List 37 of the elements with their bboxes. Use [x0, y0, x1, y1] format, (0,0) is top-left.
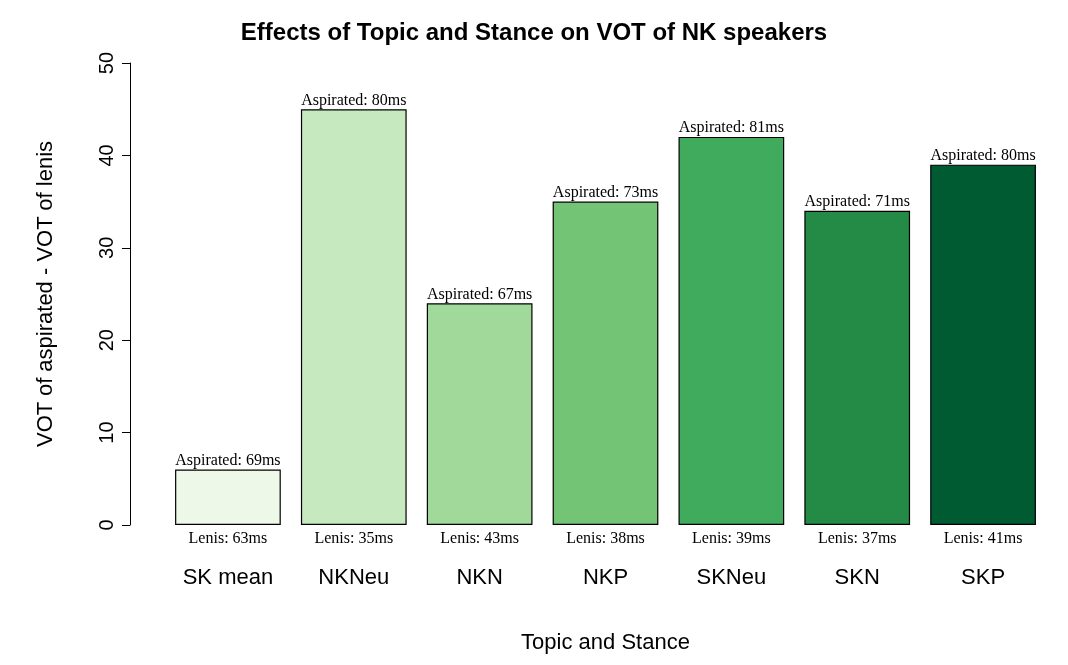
annotation: Aspirated: 69ms [175, 451, 281, 470]
bar [426, 303, 533, 525]
bar [804, 210, 911, 525]
annotation: Aspirated: 67ms [426, 284, 533, 303]
annotation: Aspirated: 81ms [678, 118, 785, 137]
y-tick-label: 40 [95, 144, 117, 167]
annotation: Lenis: 38ms [566, 528, 645, 546]
chart-title: Effects of Topic and Stance on VOT of NK speakers [240, 17, 828, 45]
bar [930, 164, 1036, 525]
bar [552, 201, 659, 525]
x-tick-label: SK mean [182, 563, 274, 589]
x-tick-label: SKP [961, 563, 1006, 589]
x-tick-label: NKNeu [318, 563, 390, 589]
annotation: Aspirated: 80ms [930, 146, 1036, 165]
y-tick-label: 50 [95, 51, 117, 75]
annotation: Lenis: 39ms [692, 528, 771, 546]
bar [300, 109, 407, 525]
annotation: Lenis: 43ms [440, 528, 519, 546]
annotation: Lenis: 63ms [188, 528, 268, 546]
y-tick-label: 30 [95, 236, 117, 259]
annotation: Lenis: 35ms [314, 528, 394, 546]
y-tick-label: 0 [95, 519, 117, 531]
y-axis-title: VOT of aspirated - VOT of lenis [31, 140, 57, 448]
bar [678, 136, 785, 525]
annotation: Aspirated: 80ms [301, 90, 407, 109]
x-tick-label: NKP [582, 563, 629, 589]
annotation: Lenis: 41ms [943, 528, 1023, 546]
x-tick-label: SKN [834, 563, 880, 589]
x-axis-title: Topic and Stance [521, 628, 690, 654]
x-tick-label: SKNeu [696, 563, 767, 589]
annotation: Lenis: 37ms [817, 528, 897, 546]
annotation: Aspirated: 71ms [804, 192, 910, 211]
x-tick-label: NKN [456, 563, 503, 589]
y-tick-label: 10 [95, 421, 117, 444]
y-tick-label: 20 [95, 329, 117, 352]
annotation: Aspirated: 73ms [552, 183, 659, 202]
bar [175, 469, 281, 525]
